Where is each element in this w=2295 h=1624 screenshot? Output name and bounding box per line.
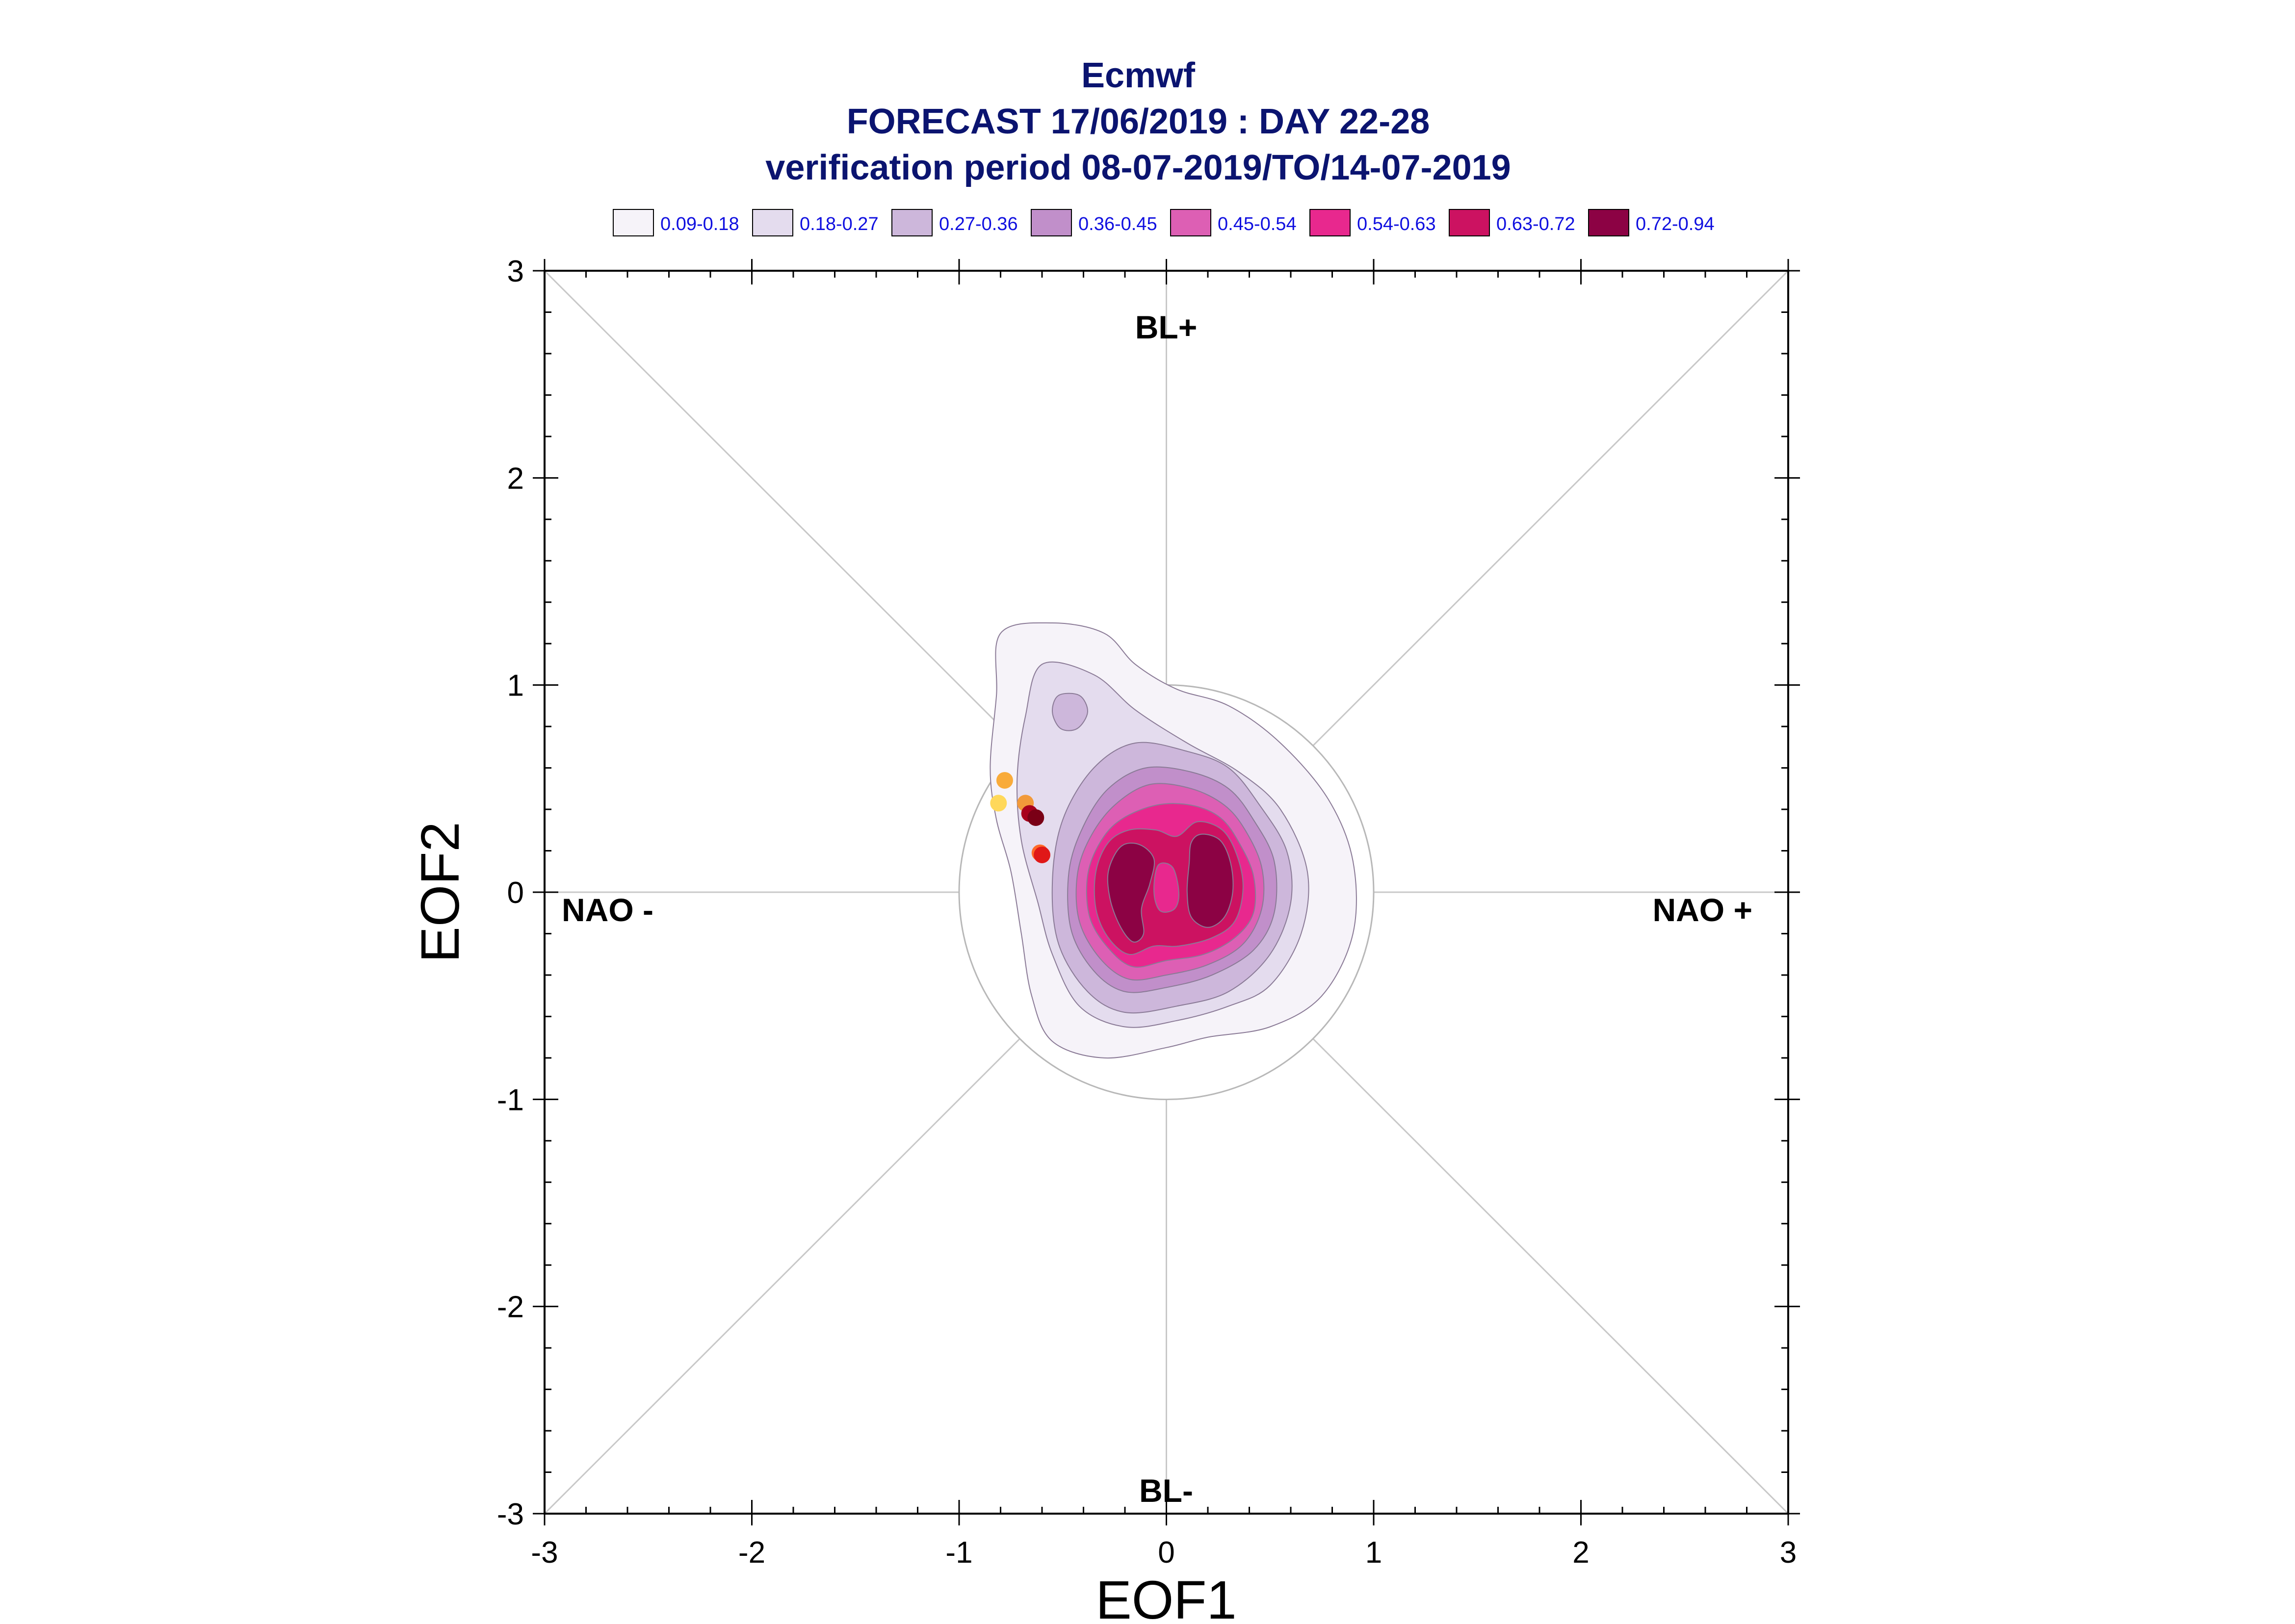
density-contour <box>1052 693 1088 731</box>
y-tick-label: -2 <box>497 1290 524 1324</box>
y-tick-label: 1 <box>507 669 524 703</box>
legend-swatch <box>752 209 793 236</box>
y-tick-label: 3 <box>507 255 524 288</box>
regime-label-left: NAO - <box>562 892 653 928</box>
density-contour <box>1186 833 1234 928</box>
x-tick-label: 3 <box>1780 1536 1797 1570</box>
y-tick-label: 0 <box>507 876 524 910</box>
legend-label: 0.27-0.36 <box>939 214 1018 234</box>
legend-label: 0.72-0.94 <box>1636 214 1715 234</box>
chart-subtitle: FORECAST 17/06/2019 : DAY 22-28 <box>847 102 1430 141</box>
legend-label: 0.36-0.45 <box>1078 214 1157 234</box>
x-axis-label: EOF1 <box>1095 1570 1236 1624</box>
legend-swatch <box>1309 209 1351 236</box>
x-tick-label: 2 <box>1572 1536 1589 1570</box>
y-tick-label: -1 <box>497 1083 524 1117</box>
legend-swatch <box>1170 209 1211 236</box>
y-axis-label: EOF2 <box>410 822 470 962</box>
legend-swatch <box>1588 209 1629 236</box>
legend-label: 0.63-0.72 <box>1496 214 1575 234</box>
density-contour <box>1107 842 1155 943</box>
chart-subtitle-period: verification period 08-07-2019/TO/14-07-… <box>765 148 1511 187</box>
legend: 0.09-0.18 0.18-0.27 0.27-0.36 0.36-0.45 0.45… <box>613 209 1715 236</box>
ensemble-member-point <box>1034 846 1050 863</box>
member-points <box>990 772 1050 863</box>
x-tick-label: -3 <box>531 1536 558 1570</box>
legend-swatch <box>891 209 933 236</box>
y-tick-label: 2 <box>507 462 524 495</box>
ensemble-member-point <box>990 795 1007 812</box>
legend-label: 0.45-0.54 <box>1218 214 1297 234</box>
legend-label: 0.09-0.18 <box>660 214 739 234</box>
legend-label: 0.54-0.63 <box>1357 214 1436 234</box>
x-tick-label: -1 <box>945 1536 972 1570</box>
legend-swatch <box>1449 209 1490 236</box>
regime-label-right: NAO + <box>1652 892 1752 928</box>
legend-swatch <box>1031 209 1072 236</box>
regime-label-top: BL+ <box>1135 309 1198 345</box>
legend-label: 0.18-0.27 <box>800 214 879 234</box>
y-tick-label: -3 <box>497 1497 524 1531</box>
legend-swatch <box>613 209 654 236</box>
plot-area: -3 -2 -1 0 1 2 3 -3 -2 -1 0 1 2 3 <box>497 255 1800 1570</box>
ensemble-member-point <box>996 772 1013 789</box>
ensemble-member-point <box>1027 809 1044 826</box>
x-tick-label: -2 <box>738 1536 765 1570</box>
chart-title: Ecmwf <box>1081 56 1196 95</box>
axis-ticks: -3 -2 -1 0 1 2 3 -3 -2 -1 0 1 2 3 <box>497 255 1800 1570</box>
x-tick-label: 0 <box>1158 1536 1174 1570</box>
density-contour <box>1153 862 1179 913</box>
density-contours <box>990 622 1357 1059</box>
x-tick-label: 1 <box>1365 1536 1382 1570</box>
regime-label-bottom: BL- <box>1139 1472 1193 1509</box>
